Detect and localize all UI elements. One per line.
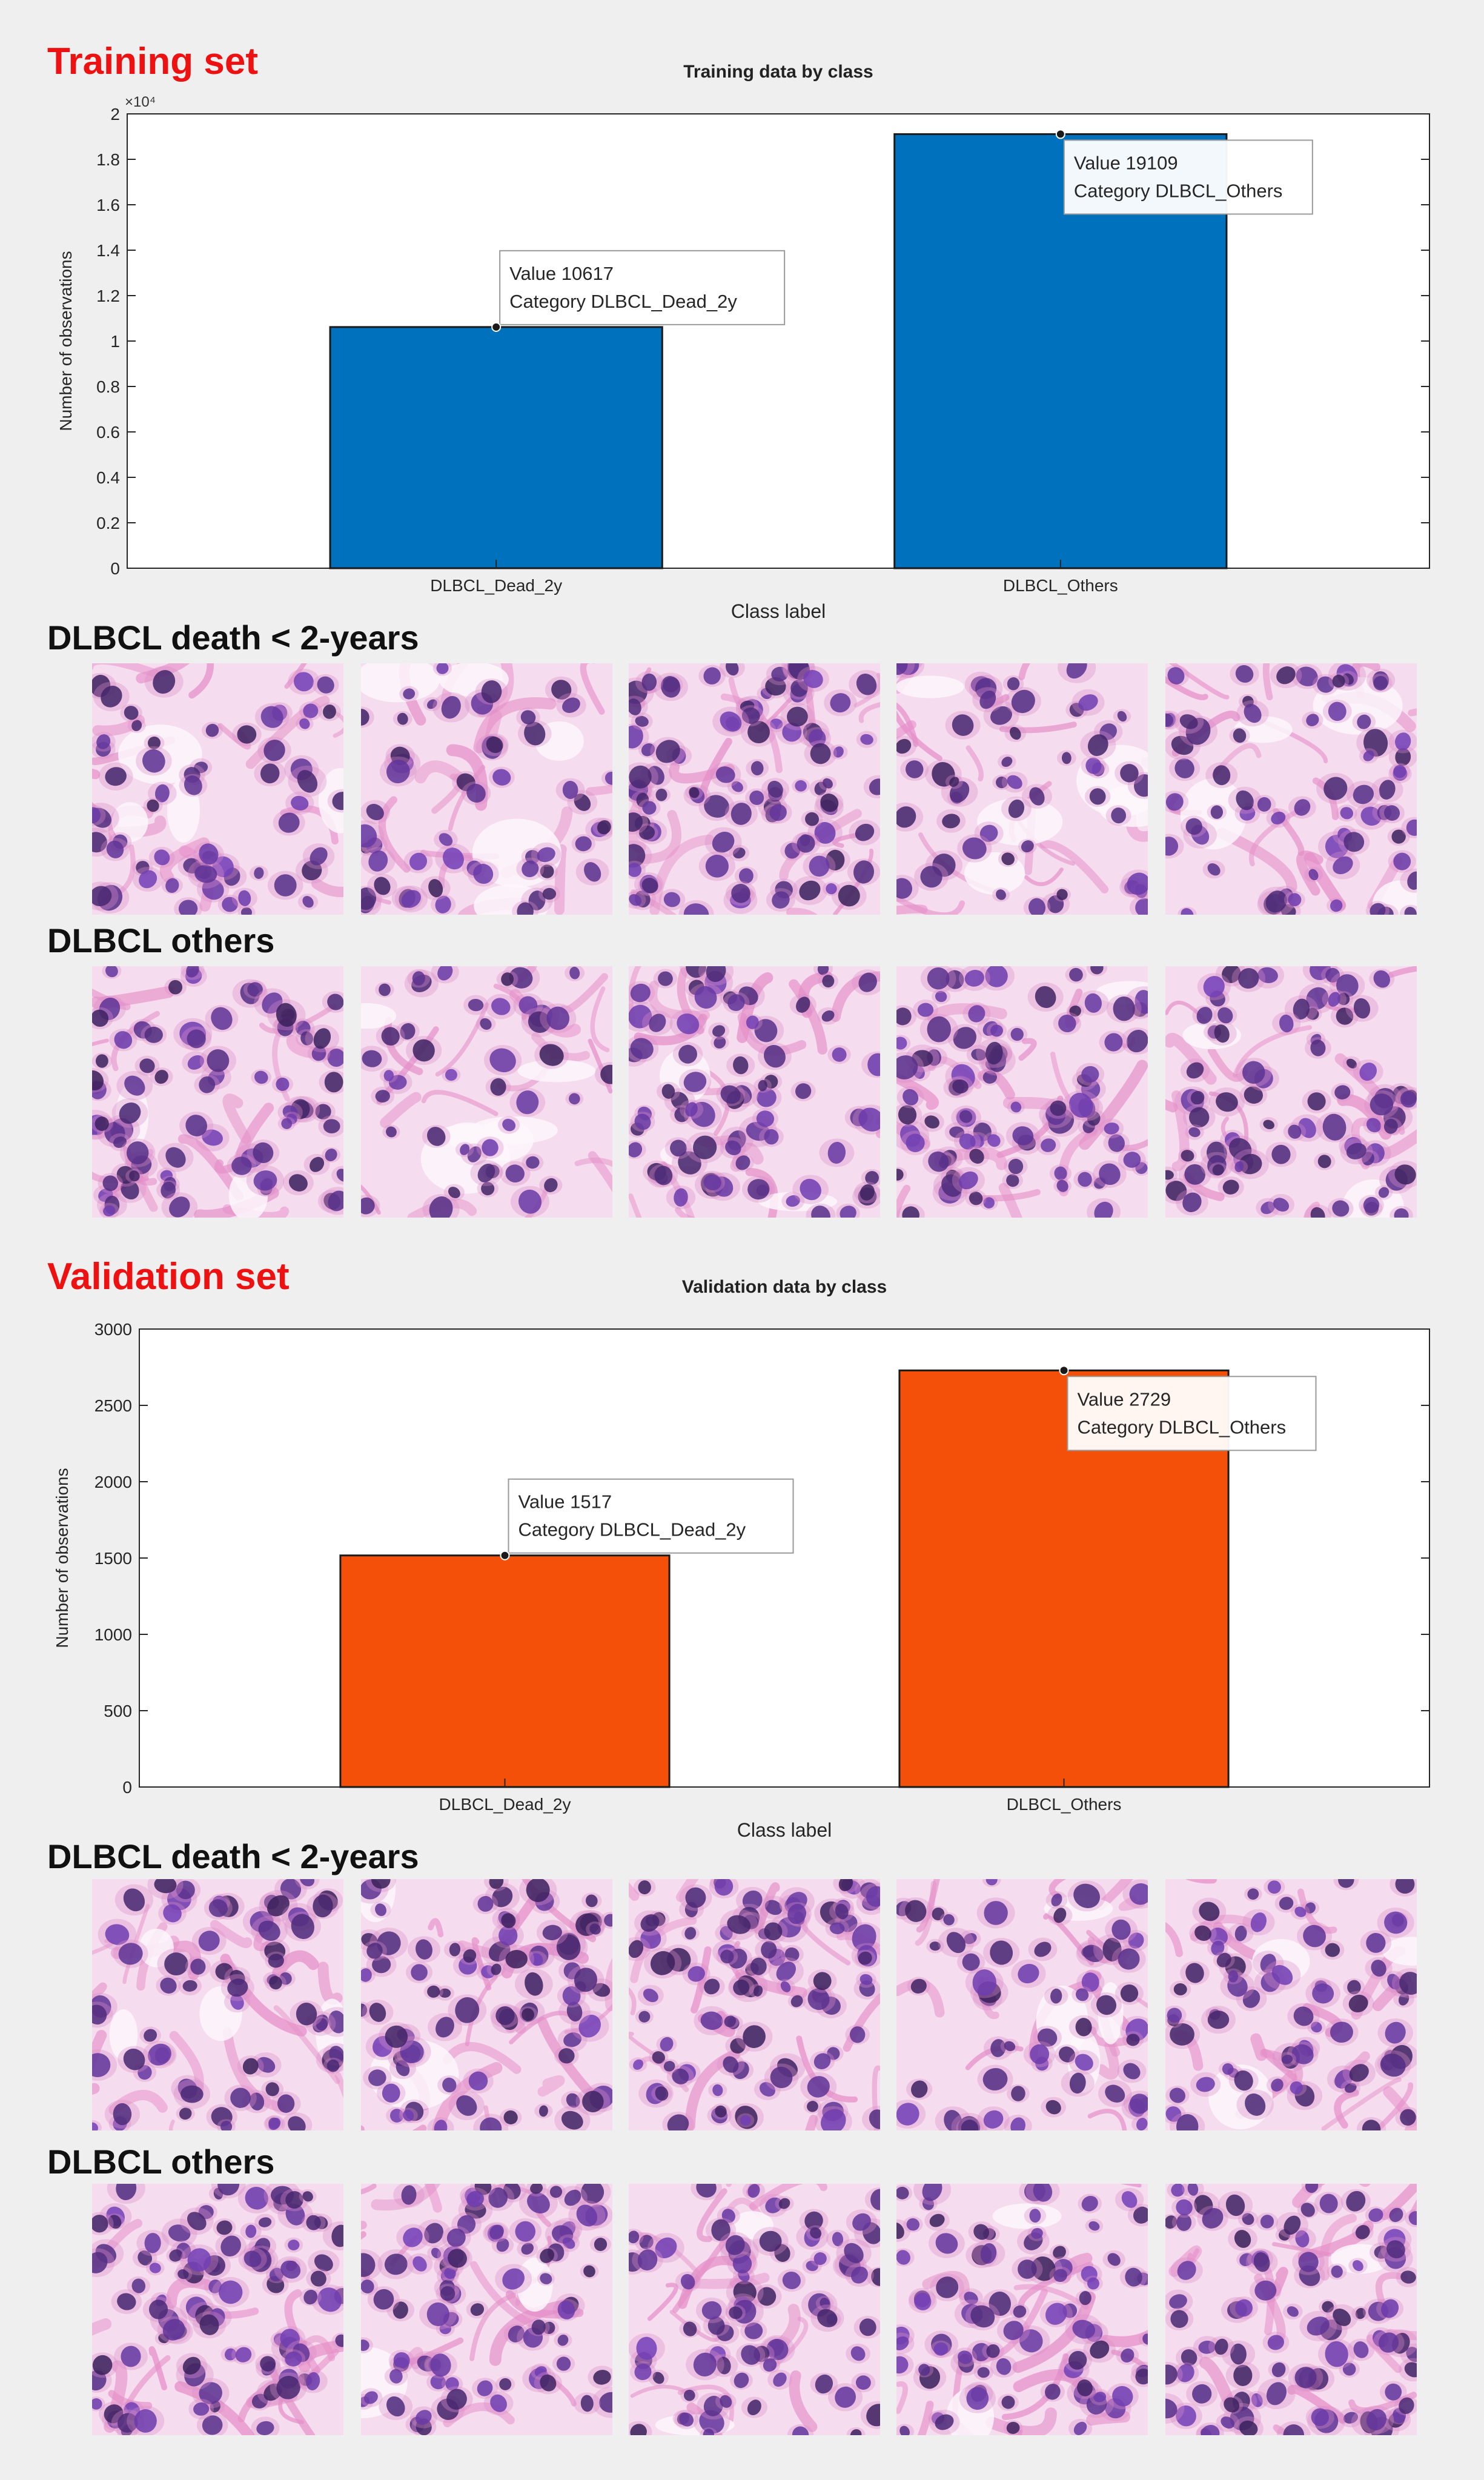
histology-image-tile — [361, 1879, 612, 2130]
datatip: Value 19109 Category DLBCL_Others — [1063, 139, 1313, 215]
datatip: Value 1517 Category DLBCL_Dead_2y — [508, 1478, 794, 1554]
y-tick-label: 1500 — [94, 1549, 132, 1568]
y-tick-label: 1.4 — [96, 241, 120, 260]
x-axis-label: Class label — [731, 600, 826, 622]
histology-image-tile — [896, 663, 1148, 915]
histology-image-tile — [92, 966, 343, 1218]
y-tick-label: 0.4 — [96, 468, 120, 487]
y-tick-label: 2 — [110, 105, 120, 124]
histology-image-tile — [92, 663, 343, 915]
datatip-value: Value 19109 — [1074, 152, 1178, 173]
x-axis-label: Class label — [737, 1819, 832, 1841]
datatip-value: Value 1517 — [518, 1491, 612, 1513]
datatip-marker — [500, 1550, 510, 1560]
training-dead-2y-label: DLBCL death < 2-years — [47, 618, 419, 657]
y-tick-label: 3000 — [94, 1320, 132, 1339]
y-tick-label: 1.6 — [96, 196, 120, 214]
training-set-heading: Training set — [47, 41, 258, 82]
y-tick-label: 1 — [110, 332, 120, 351]
histology-image-tile — [92, 1879, 343, 2130]
y-tick-label: 1.2 — [96, 287, 120, 305]
histology-image-tile — [896, 1879, 1148, 2130]
histology-image-tile — [361, 966, 612, 1218]
datatip-category: Category DLBCL_Others — [1078, 1416, 1287, 1437]
x-tick-label: DLBCL_Others — [1007, 1795, 1122, 1814]
histology-image-tile — [1165, 663, 1417, 915]
bar-dlbcl-dead-2y — [329, 326, 663, 569]
y-tick-label: 1000 — [94, 1625, 132, 1644]
histology-image-tile — [92, 2184, 343, 2435]
datatip-category: Category DLBCL_Dead_2y — [518, 1519, 746, 1540]
y-tick-label: 0 — [110, 559, 120, 578]
histology-image-tile — [361, 2184, 612, 2435]
x-tick-label: DLBCL_Dead_2y — [439, 1795, 571, 1814]
y-tick-label: 2000 — [94, 1473, 132, 1491]
datatip-marker — [1059, 1365, 1069, 1376]
datatip: Value 10617 Category DLBCL_Dead_2y — [499, 250, 786, 325]
histology-image-tile — [629, 966, 880, 1218]
y-tick-label: 0.2 — [96, 514, 120, 532]
y-tick-label: 2500 — [94, 1396, 132, 1415]
histology-image-tile — [361, 663, 612, 915]
histology-image-tile — [1165, 1879, 1417, 2130]
y-tick-label: 0.6 — [96, 423, 120, 442]
y-tick-label: 0 — [122, 1778, 132, 1797]
datatip-value: Value 10617 — [509, 263, 614, 284]
y-tick-label: 1.8 — [96, 150, 120, 169]
x-tick-label: DLBCL_Others — [1003, 576, 1118, 595]
datatip-marker — [491, 322, 502, 332]
y-tick-label: 500 — [104, 1702, 132, 1720]
datatip: Value 2729 Category DLBCL_Others — [1067, 1376, 1317, 1451]
validation-dead-2y-label: DLBCL death < 2-years — [47, 1837, 419, 1875]
histology-image-tile — [1165, 966, 1417, 1218]
bar-dlbcl-others — [898, 1369, 1230, 1788]
histology-image-tile — [629, 1879, 880, 2130]
validation-set-heading: Validation set — [47, 1256, 290, 1298]
y-axis-label: Number of observations — [56, 251, 75, 431]
datatip-value: Value 2729 — [1078, 1388, 1171, 1410]
y-axis-exponent: ×10⁴ — [125, 94, 156, 110]
datatip-category: Category DLBCL_Dead_2y — [509, 291, 737, 312]
validation-bar-chart: Validation data by class 0 500 1000 1500 2000… — [53, 1277, 1430, 1841]
histology-image-tile — [896, 2184, 1148, 2435]
bar-dlbcl-dead-2y — [339, 1554, 671, 1788]
chart-title: Training data by class — [683, 62, 873, 82]
histology-image-tile — [1165, 2184, 1417, 2435]
datatip-category: Category DLBCL_Others — [1074, 180, 1283, 201]
chart-title: Validation data by class — [682, 1277, 887, 1297]
validation-others-label: DLBCL others — [47, 2143, 275, 2181]
histology-image-tile — [629, 663, 880, 915]
datatip-marker — [1055, 129, 1065, 139]
training-others-label: DLBCL others — [47, 921, 275, 960]
histology-image-tile — [896, 966, 1148, 1218]
y-tick-label: 0.8 — [96, 377, 120, 396]
histology-image-tile — [629, 2184, 880, 2435]
x-tick-label: DLBCL_Dead_2y — [430, 576, 562, 595]
y-axis-label: Number of observations — [53, 1468, 71, 1648]
training-bar-chart: Training data by class ×10⁴ 0 0.2 0.4 0.6 0.8 1… — [56, 62, 1430, 622]
